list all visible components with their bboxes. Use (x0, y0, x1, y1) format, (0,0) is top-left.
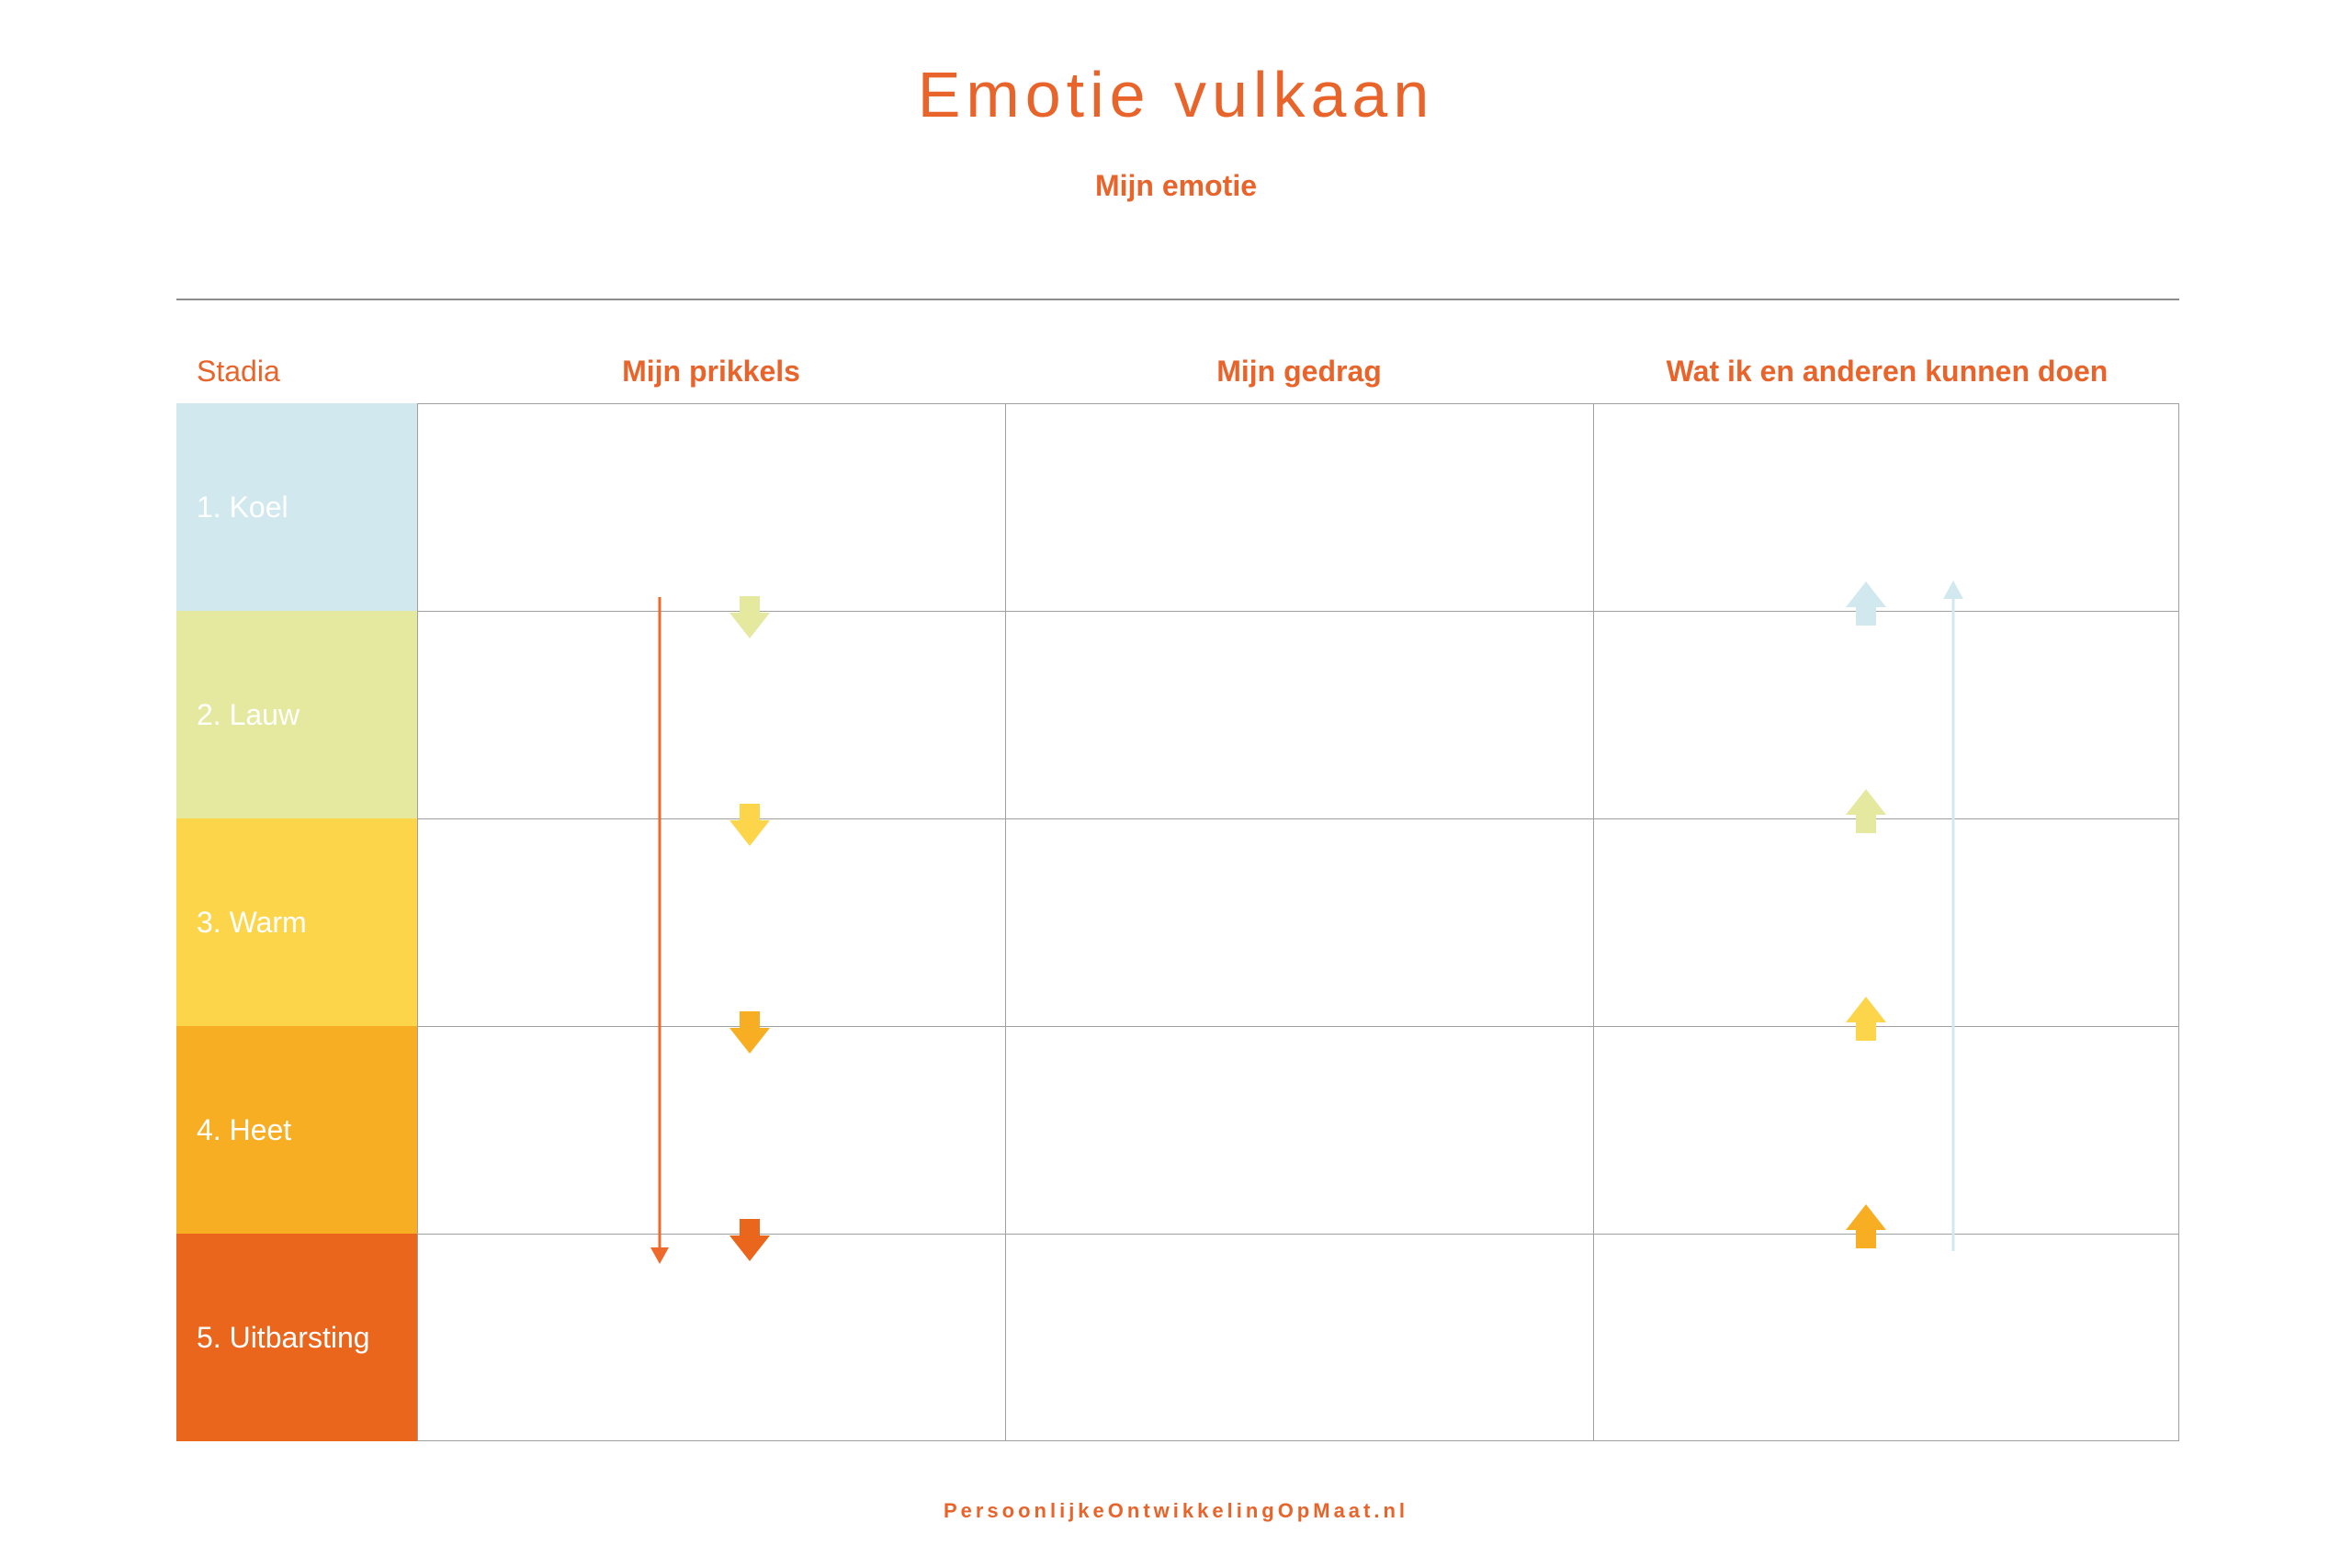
cell-triggers-warm[interactable] (417, 818, 1005, 1026)
cell-actions-heet[interactable] (1593, 1026, 2179, 1234)
cell-behavior-heet[interactable] (1005, 1026, 1593, 1234)
stage-cell-lauw: 2. Lauw (176, 611, 417, 818)
row-divider (417, 1026, 2179, 1027)
column-divider (1593, 403, 1594, 1441)
cell-actions-warm[interactable] (1593, 818, 2179, 1026)
cell-actions-lauw[interactable] (1593, 611, 2179, 818)
cell-triggers-lauw[interactable] (417, 611, 1005, 818)
row-divider (417, 818, 2179, 819)
column-header-triggers: Mijn prikkels (622, 355, 800, 388)
cell-triggers-heet[interactable] (417, 1026, 1005, 1234)
stage-cell-warm: 3. Warm (176, 818, 417, 1026)
column-header-behavior: Mijn gedrag (1216, 355, 1382, 388)
emotion-label: Mijn emotie (1094, 169, 1257, 202)
cell-actions-uitbarsting[interactable] (1593, 1234, 2179, 1441)
worksheet-grid (417, 403, 2179, 1441)
emotion-write-line[interactable] (176, 299, 2179, 300)
cell-behavior-koel[interactable] (1005, 403, 1593, 611)
page-title: Emotie vulkaan (917, 59, 1435, 130)
stage-cell-koel: 1. Koel (176, 403, 417, 611)
row-divider (417, 611, 2179, 612)
column-header-stages: Stadia (197, 355, 280, 388)
stage-cell-heet: 4. Heet (176, 1026, 417, 1234)
cell-triggers-koel[interactable] (417, 403, 1005, 611)
cell-actions-koel[interactable] (1593, 403, 2179, 611)
cell-triggers-uitbarsting[interactable] (417, 1234, 1005, 1441)
row-divider (417, 1234, 2179, 1235)
cell-behavior-lauw[interactable] (1005, 611, 1593, 818)
cell-behavior-uitbarsting[interactable] (1005, 1234, 1593, 1441)
cell-behavior-warm[interactable] (1005, 818, 1593, 1026)
stage-cell-uitbarsting: 5. Uitbarsting (176, 1234, 417, 1441)
footer-website: PersoonlijkeOntwikkelingOpMaat.nl (943, 1499, 1409, 1522)
column-header-actions: Wat ik en anderen kunnen doen (1666, 355, 2109, 388)
column-divider (1005, 403, 1006, 1441)
